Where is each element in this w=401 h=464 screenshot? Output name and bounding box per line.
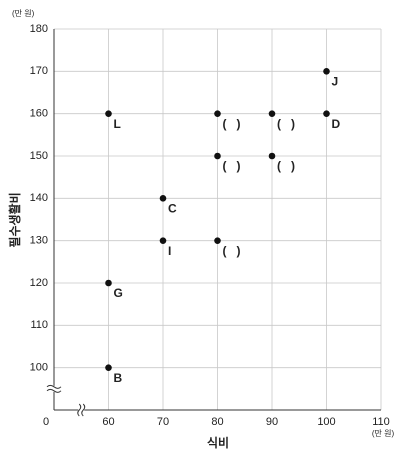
- axis-break: [77, 403, 86, 417]
- x-tick-label: 100: [317, 416, 335, 428]
- point-label: I: [168, 244, 171, 258]
- point-label: D: [332, 117, 341, 131]
- point: [268, 152, 276, 160]
- x-tick-label: 70: [157, 416, 169, 428]
- x-axis-title: 식비: [207, 435, 229, 450]
- point: [105, 364, 112, 371]
- y-tick-label: 170: [30, 65, 48, 77]
- point: [159, 237, 167, 244]
- y-tick-label: 120: [30, 277, 48, 289]
- x-tick-label: 80: [211, 416, 223, 428]
- y-tick-label: 180: [30, 23, 48, 35]
- point-label: L: [114, 117, 121, 131]
- point: [159, 195, 167, 202]
- point: [214, 152, 221, 160]
- point-label: B: [114, 371, 123, 385]
- point: [268, 110, 276, 117]
- point: [214, 237, 221, 244]
- x-tick-label: 90: [266, 416, 278, 428]
- point-label: C: [168, 202, 177, 216]
- y-tick-label: 110: [30, 319, 48, 331]
- axis-break-gap: [78, 404, 85, 416]
- point-label: ( ): [223, 117, 241, 131]
- point: [105, 279, 112, 287]
- x-tick-label: 60: [102, 416, 114, 428]
- point-label: ( ): [223, 159, 241, 173]
- y-tick-label: 160: [30, 108, 48, 120]
- y-axis-title: 필수생활비: [7, 192, 22, 247]
- point: [214, 110, 221, 117]
- y-tick-label: 130: [30, 235, 48, 247]
- axis-break: [46, 384, 62, 393]
- axis-break-gap: [48, 385, 60, 392]
- point-label: J: [332, 75, 339, 89]
- x-unit: (만 원): [372, 429, 395, 438]
- origin-label: 0: [43, 416, 49, 428]
- point: [323, 110, 330, 117]
- y-tick-label: 100: [30, 362, 48, 374]
- point-label: ( ): [277, 159, 295, 173]
- y-tick-label: 140: [30, 192, 48, 204]
- y-unit: (만 원): [12, 9, 35, 18]
- point-label: ( ): [223, 244, 241, 258]
- y-tick-label: 150: [30, 150, 48, 162]
- x-tick-label: 110: [372, 416, 390, 428]
- point: [323, 68, 330, 75]
- point-label: G: [114, 286, 123, 300]
- point: [105, 110, 112, 117]
- point-label: ( ): [277, 117, 295, 131]
